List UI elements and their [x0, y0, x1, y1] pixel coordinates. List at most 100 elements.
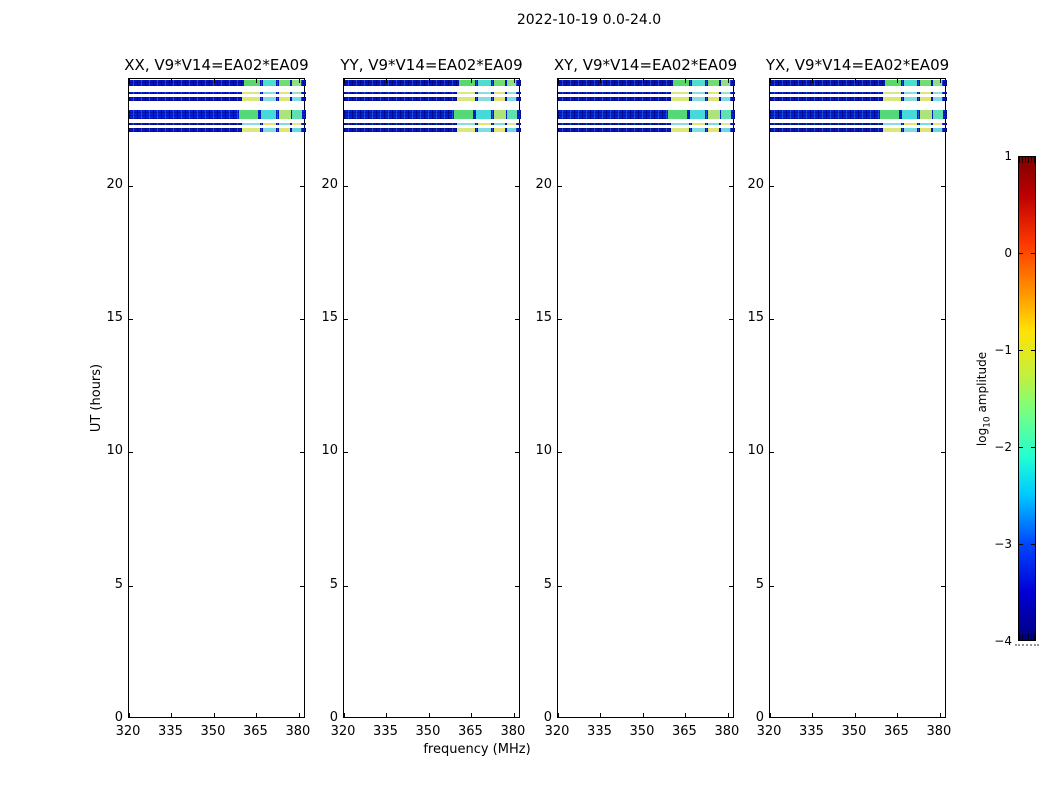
y-tick-right	[729, 319, 733, 320]
x-tick-top	[428, 79, 430, 83]
band-block-3-0	[239, 109, 259, 119]
band-block-0-0	[458, 79, 475, 87]
band-block-5-3	[932, 127, 943, 132]
band-block-3-2	[919, 109, 932, 119]
band-block-3-2	[493, 109, 506, 119]
panel-title: YY, V9*V14=EA02*EA09	[340, 56, 523, 74]
band-noise-texture	[129, 127, 306, 132]
x-tick-top	[558, 79, 559, 83]
heatmap-panel-yx	[769, 78, 947, 718]
x-tick-top	[129, 79, 130, 83]
panel-title: XY, V9*V14=EA02*EA09	[553, 56, 738, 74]
x-tick-top	[642, 79, 644, 83]
colorbar-tick-label: −3	[994, 537, 1012, 551]
band-noise-texture	[344, 91, 521, 95]
band-block-3-0	[454, 109, 474, 119]
y-tick-label: 10	[535, 443, 552, 459]
panel-title: XX, V9*V14=EA02*EA09	[124, 56, 309, 74]
band-block-1-3	[291, 91, 302, 95]
band-block-2-1	[477, 97, 491, 102]
band-block-0-1	[477, 79, 491, 87]
x-tick-top	[298, 79, 300, 83]
band-block-5-0	[882, 127, 901, 132]
y-tick-label: 5	[543, 576, 552, 592]
x-tick-bottom	[558, 713, 559, 717]
band-block-1-2	[278, 91, 291, 95]
band-block-5-0	[241, 127, 260, 132]
y-tick-label: 20	[747, 176, 764, 192]
band-block-2-1	[691, 97, 705, 102]
band-block-1-0	[882, 91, 901, 95]
colorbar-tick-right	[1031, 447, 1035, 448]
data-band-2	[558, 97, 735, 102]
data-band-5	[344, 127, 521, 132]
y-axis-label: UT (hours)	[89, 363, 104, 433]
y-tick-left	[129, 185, 133, 187]
band-block-3-3	[933, 109, 943, 119]
y-tick-label: 10	[321, 443, 338, 459]
band-block-5-1	[903, 127, 917, 132]
band-noise-texture	[558, 91, 735, 95]
band-block-2-2	[707, 97, 720, 102]
band-block-3-2	[278, 109, 291, 119]
x-tick-label: 320	[756, 724, 782, 739]
colorbar-label-rest: amplitude	[975, 351, 989, 417]
band-block-5-0	[456, 127, 475, 132]
y-tick-left	[558, 319, 562, 320]
data-band-0	[770, 79, 947, 87]
y-tick-label: 5	[114, 576, 123, 592]
heatmap-panel-xy	[557, 78, 735, 718]
x-tick-label: 380	[714, 724, 740, 739]
band-block-0-2	[707, 79, 720, 87]
band-noise-texture	[770, 91, 947, 95]
band-block-4-1	[262, 122, 276, 126]
y-tick-label: 5	[329, 576, 338, 592]
panel-title: YX, V9*V14=EA02*EA09	[765, 56, 950, 74]
band-block-1-0	[670, 91, 689, 95]
colorbar-tick-left	[1019, 350, 1023, 351]
y-tick-label: 0	[114, 710, 123, 725]
y-tick-right	[300, 185, 304, 187]
y-tick-right	[300, 452, 304, 454]
x-tick-top	[386, 79, 388, 83]
y-tick-label: 15	[106, 310, 123, 325]
y-tick-label: 0	[329, 710, 338, 725]
x-tick-top	[256, 79, 258, 83]
x-tick-top	[939, 79, 941, 83]
colorbar-tick-left	[1019, 447, 1023, 448]
y-tick-right	[300, 319, 304, 320]
band-block-5-0	[670, 127, 689, 132]
x-tick-label: 365	[243, 724, 268, 739]
band-block-1-3	[720, 91, 731, 95]
band-block-1-2	[707, 91, 720, 95]
y-tick-left	[344, 185, 348, 187]
band-block-1-3	[506, 91, 517, 95]
band-block-2-0	[241, 97, 260, 102]
band-noise-texture	[344, 122, 521, 126]
data-band-5	[770, 127, 947, 132]
band-block-2-0	[456, 97, 475, 102]
band-block-2-2	[493, 97, 506, 102]
x-tick-bottom	[386, 713, 388, 717]
y-tick-right	[941, 452, 945, 454]
band-noise-texture	[344, 97, 521, 102]
band-block-4-3	[720, 122, 731, 126]
band-block-1-1	[691, 91, 705, 95]
band-block-0-2	[919, 79, 932, 87]
y-tick-left	[558, 585, 562, 587]
x-tick-top	[727, 79, 729, 83]
x-tick-bottom	[897, 713, 899, 717]
band-block-2-3	[720, 97, 731, 102]
band-noise-texture	[129, 79, 306, 87]
x-tick-label: 350	[200, 724, 226, 739]
x-tick-bottom	[770, 713, 771, 717]
y-tick-label: 20	[106, 176, 123, 192]
band-noise-texture	[129, 109, 306, 119]
x-tick-label: 365	[884, 724, 909, 739]
colorbar-tick-right	[1031, 544, 1035, 545]
y-tick-label: 15	[535, 310, 552, 325]
data-band-0	[129, 79, 306, 87]
band-block-3-3	[721, 109, 731, 119]
band-block-5-3	[291, 127, 302, 132]
band-noise-texture	[344, 79, 521, 87]
